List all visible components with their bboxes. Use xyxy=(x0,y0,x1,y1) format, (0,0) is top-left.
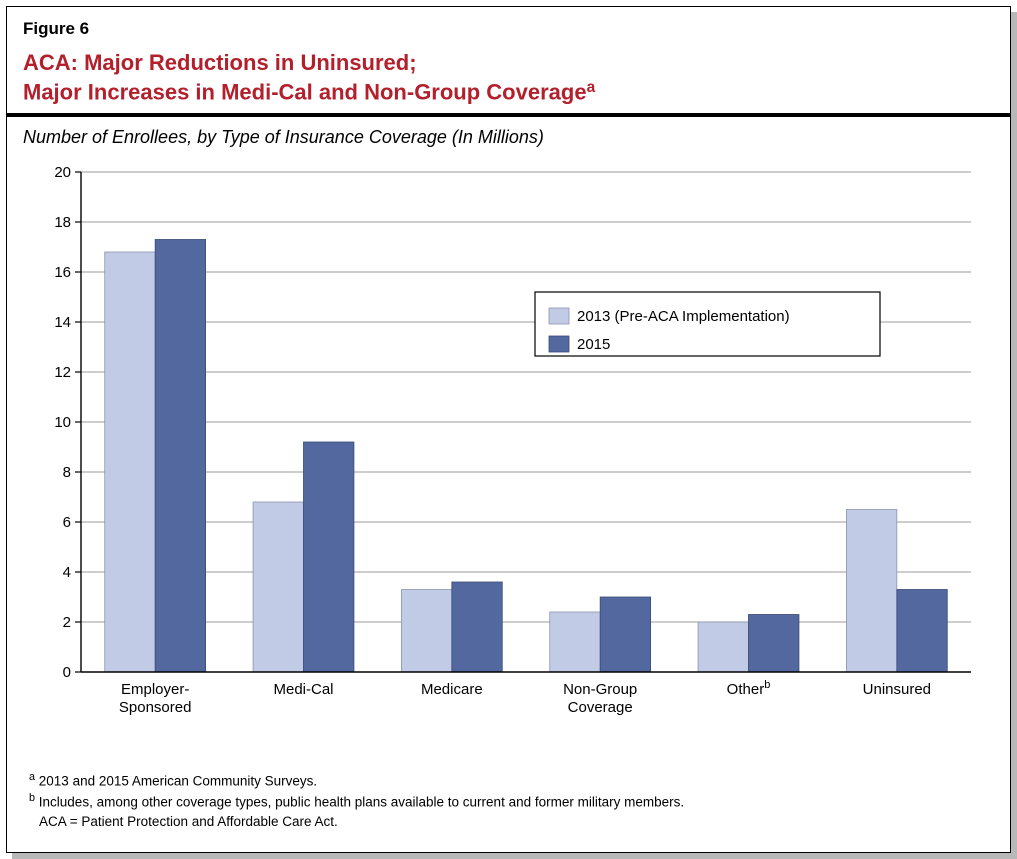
svg-text:8: 8 xyxy=(63,464,71,481)
svg-text:Medi-Cal: Medi-Cal xyxy=(273,681,333,698)
footnote-b: b Includes, among other coverage types, … xyxy=(29,791,988,812)
bar xyxy=(452,582,502,672)
figure-header: Figure 6 ACA: Major Reductions in Uninsu… xyxy=(7,7,1010,113)
svg-text:16: 16 xyxy=(54,264,71,281)
footnote-a: a 2013 and 2015 American Community Surve… xyxy=(29,770,988,791)
figure-title: ACA: Major Reductions in Uninsured;Major… xyxy=(23,49,994,105)
bar xyxy=(155,240,205,673)
figure-frame: Figure 6 ACA: Major Reductions in Uninsu… xyxy=(6,6,1011,853)
svg-text:Otherb: Otherb xyxy=(727,679,771,698)
svg-text:20: 20 xyxy=(54,164,71,181)
svg-text:4: 4 xyxy=(63,564,71,581)
bar xyxy=(304,442,354,672)
chart-area: 0 2 4 6 8 10 12 14 16 18 20 Employer-Sponsored Medi-… xyxy=(7,152,1010,760)
bar xyxy=(253,502,303,672)
footnote-abbrev: ACA = Patient Protection and Affordable … xyxy=(29,812,988,832)
bar xyxy=(749,615,799,673)
svg-text:Medicare: Medicare xyxy=(421,681,483,698)
footnotes: a 2013 and 2015 American Community Surve… xyxy=(7,760,1010,852)
svg-text:14: 14 xyxy=(54,314,71,331)
bar xyxy=(550,612,600,672)
bar xyxy=(401,590,451,673)
bar xyxy=(698,622,748,672)
figure-wrap: Figure 6 ACA: Major Reductions in Uninsu… xyxy=(6,6,1011,853)
svg-text:Coverage: Coverage xyxy=(568,699,633,716)
svg-text:Sponsored: Sponsored xyxy=(119,699,192,716)
svg-text:2: 2 xyxy=(63,614,71,631)
svg-text:Non-Group: Non-Group xyxy=(563,681,637,698)
bar xyxy=(897,590,947,673)
figure-subtitle: Number of Enrollees, by Type of Insuranc… xyxy=(7,117,1010,152)
svg-text:Uninsured: Uninsured xyxy=(863,681,931,698)
svg-text:2013 (Pre-ACA Implementation): 2013 (Pre-ACA Implementation) xyxy=(577,308,790,325)
svg-text:18: 18 xyxy=(54,214,71,231)
bar xyxy=(105,252,155,672)
bar xyxy=(846,510,896,673)
svg-text:0: 0 xyxy=(63,664,71,681)
figure-number: Figure 6 xyxy=(23,19,994,39)
bar-chart: 0 2 4 6 8 10 12 14 16 18 20 Employer-Sponsored Medi-… xyxy=(25,162,985,742)
svg-text:12: 12 xyxy=(54,364,71,381)
svg-text:10: 10 xyxy=(54,414,71,431)
svg-text:2015: 2015 xyxy=(577,336,610,353)
svg-text:6: 6 xyxy=(63,514,71,531)
svg-text:Employer-: Employer- xyxy=(121,681,189,698)
bar xyxy=(600,597,650,672)
